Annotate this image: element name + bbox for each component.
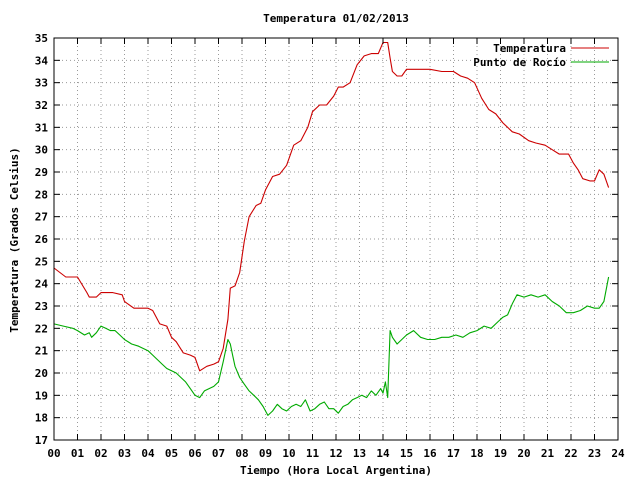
y-tick-label: 23 — [35, 300, 48, 313]
x-tick-label: 15 — [400, 447, 413, 460]
y-tick-label: 30 — [35, 144, 48, 157]
x-tick-label: 01 — [71, 447, 85, 460]
x-tick-label: 04 — [141, 447, 155, 460]
x-tick-label: 08 — [235, 447, 248, 460]
y-tick-label: 33 — [35, 77, 48, 90]
y-tick-label: 28 — [35, 188, 48, 201]
legend-label-punto-de-rocio: Punto de Rocío — [473, 56, 566, 69]
x-tick-label: 03 — [118, 447, 131, 460]
y-tick-label: 26 — [35, 233, 49, 246]
y-tick-label: 27 — [35, 211, 48, 224]
y-tick-label: 34 — [35, 54, 49, 67]
series-line-punto-de-rocio — [53, 276, 610, 416]
x-axis-label: Tiempo (Hora Local Argentina) — [240, 464, 432, 477]
y-tick-label: 22 — [35, 322, 48, 335]
y-tick-label: 25 — [35, 255, 48, 268]
x-tick-label: 21 — [541, 447, 555, 460]
series-line-temperatura — [53, 41, 610, 372]
x-tick-label: 02 — [94, 447, 107, 460]
x-tick-label: 07 — [212, 447, 225, 460]
x-tick-label: 16 — [423, 447, 437, 460]
x-tick-label: 00 — [47, 447, 60, 460]
x-tick-label: 12 — [329, 447, 342, 460]
y-tick-label: 19 — [35, 389, 48, 402]
grid-lines — [53, 37, 619, 441]
series-lines — [53, 41, 610, 416]
legend: Temperatura Punto de Rocío — [473, 42, 609, 69]
x-tick-label: 23 — [588, 447, 601, 460]
y-tick-label: 21 — [35, 345, 49, 358]
y-tick-label: 18 — [35, 412, 48, 425]
x-tick-label: 22 — [564, 447, 577, 460]
y-tick-label: 32 — [35, 99, 48, 112]
y-tick-label: 20 — [35, 367, 48, 380]
x-tick-label: 09 — [259, 447, 272, 460]
y-tick-label: 24 — [35, 278, 49, 291]
x-tick-label: 17 — [447, 447, 460, 460]
x-tick-label: 18 — [470, 447, 483, 460]
x-tick-label: 19 — [494, 447, 507, 460]
x-tick-label: 10 — [282, 447, 295, 460]
x-tick-label: 05 — [165, 447, 178, 460]
x-tick-label: 06 — [188, 447, 202, 460]
x-tick-label: 20 — [517, 447, 530, 460]
legend-label-temperatura: Temperatura — [493, 42, 566, 55]
x-tick-label: 11 — [306, 447, 320, 460]
y-tick-label: 35 — [35, 32, 48, 45]
y-tick-label: 29 — [35, 166, 48, 179]
x-tick-label: 14 — [376, 447, 390, 460]
chart-title: Temperatura 01/02/2013 — [263, 12, 409, 25]
x-tick-label: 13 — [353, 447, 366, 460]
x-tick-label: 24 — [611, 447, 625, 460]
y-tick-label: 31 — [35, 121, 49, 134]
y-tick-label: 17 — [35, 434, 48, 447]
axis-ticks: 17 18 19 20 21 22 23 24 25 26 27 28 29 30 31 32 33 34 35 00… — [35, 32, 625, 460]
y-axis-label: Temperatura (Grados Celsius) — [8, 147, 21, 332]
